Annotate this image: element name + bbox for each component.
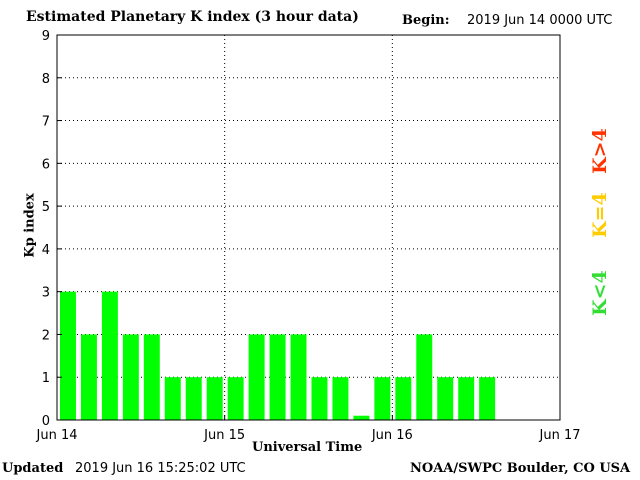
credit: NOAA/SWPC Boulder, CO USA	[410, 461, 631, 476]
kp-bar-6	[185, 377, 202, 420]
kp-bar-11	[290, 334, 307, 420]
x-ticks: Jun 14 Jun 15 Jun 16 Jun 17	[36, 415, 581, 443]
y-tick-label-7: 7	[42, 115, 50, 130]
kp-bar-10	[269, 334, 286, 420]
updated-label: Updated	[2, 461, 64, 476]
kp-bar-13	[332, 377, 349, 420]
y-tick-label-5: 5	[42, 200, 50, 215]
kp-bar-20	[479, 377, 496, 420]
kp-bar-7	[206, 377, 223, 420]
kp-bar-18	[437, 377, 454, 420]
y-tick-label-0: 0	[42, 414, 50, 429]
kp-bar-15	[374, 377, 391, 420]
kp-bar-0	[60, 291, 76, 420]
y-tick-label-8: 8	[42, 72, 50, 87]
y-tick-label-3: 3	[42, 286, 50, 301]
plot-frame	[56, 34, 561, 421]
x-tick-label-0: Jun 14	[36, 428, 78, 443]
kp-bar-8	[227, 377, 244, 420]
kp-bar-9	[248, 334, 265, 420]
chart-title: Estimated Planetary K index (3 hour data…	[26, 9, 359, 25]
kp-bar-4	[143, 334, 160, 420]
updated-value: 2019 Jun 16 15:25:02 UTC	[75, 461, 246, 476]
x-tick-label-2: Jun 16	[371, 428, 413, 443]
legend-low: K<4	[589, 270, 611, 316]
begin-label: Begin:	[402, 13, 450, 28]
y-axis-label: Kp index	[22, 193, 38, 258]
kp-bar-5	[164, 377, 181, 420]
grid-lines	[57, 35, 560, 420]
y-tick-label-4: 4	[42, 243, 50, 258]
y-tick-label-2: 2	[42, 328, 50, 343]
y-tick-label-9: 9	[42, 29, 50, 44]
kp-bar-14	[353, 415, 370, 420]
y-tick-label-1: 1	[42, 371, 50, 386]
begin-value: 2019 Jun 14 0000 UTC	[467, 13, 613, 28]
y-tick-label-6: 6	[42, 157, 50, 172]
x-axis-label: Universal Time	[252, 440, 363, 455]
bars	[60, 291, 496, 420]
legend-equal: K=4	[589, 192, 611, 238]
kp-bar-12	[311, 377, 328, 420]
kp-bar-1	[80, 334, 97, 420]
kp-bar-3	[122, 334, 139, 420]
kp-bar-17	[416, 334, 433, 420]
x-tick-label-1: Jun 15	[203, 428, 245, 443]
x-tick-label-3: Jun 17	[539, 428, 581, 443]
kp-bar-16	[395, 377, 412, 420]
kp-bar-19	[458, 377, 475, 420]
y-ticks: 0 1 2 3 4 5 6 7 8 9	[42, 29, 62, 429]
kp-bar-2	[101, 291, 118, 420]
